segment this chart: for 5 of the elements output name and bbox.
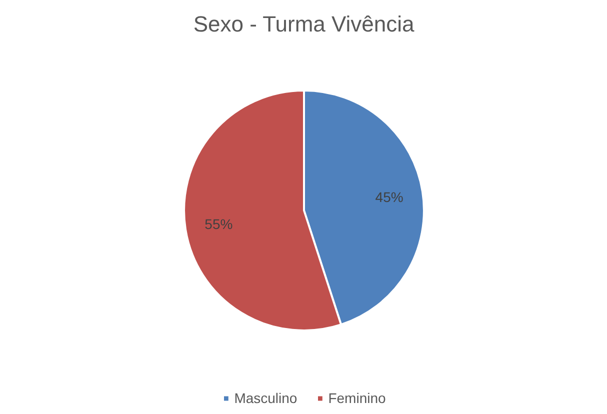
legend-label: Masculino bbox=[234, 390, 298, 406]
data-label: 45% bbox=[375, 188, 404, 205]
chart-title: Sexo - Turma Vivência bbox=[193, 12, 416, 36]
data-label: 55% bbox=[204, 216, 233, 232]
legend-label: Feminino bbox=[328, 390, 386, 406]
